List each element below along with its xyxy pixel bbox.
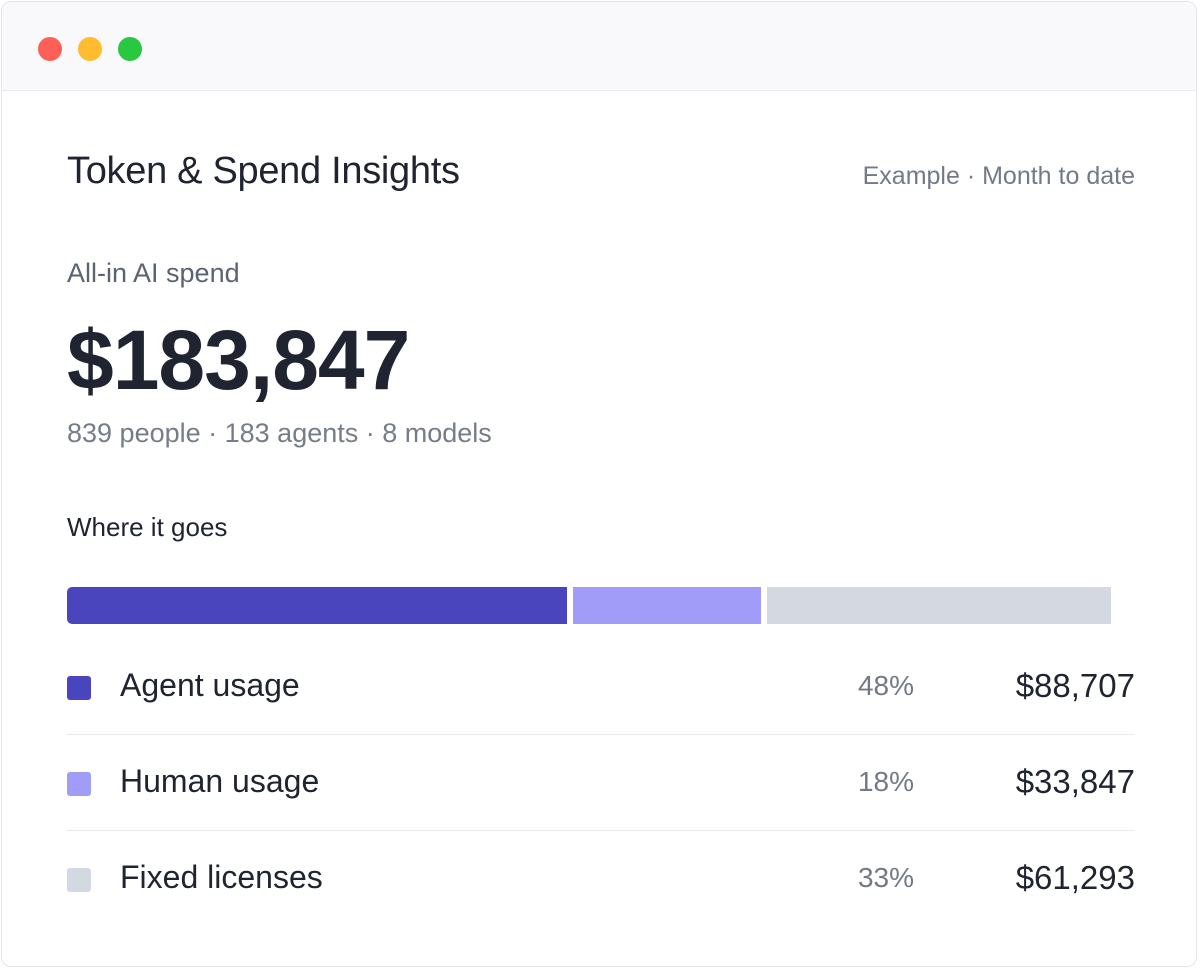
bar-segment-agent-usage xyxy=(67,587,567,624)
row-label: Agent usage xyxy=(120,667,300,703)
period-label: Example · Month to date xyxy=(862,162,1135,190)
row-amount: $88,707 xyxy=(1015,667,1135,704)
spend-label: All-in AI spend xyxy=(67,258,240,288)
row-percent: 33% xyxy=(857,862,914,893)
page-title: Token & Spend Insights xyxy=(67,150,460,192)
breakdown-title: Where it goes xyxy=(67,512,228,542)
breakdown-row-fixed-licenses: Fixed licenses 33% $61,293 xyxy=(67,831,1135,926)
bar-segment-human-usage xyxy=(573,587,761,624)
agent-usage-swatch xyxy=(67,676,91,700)
spend-subtitle: 839 people · 183 agents · 8 models xyxy=(67,418,492,448)
close-window-button[interactable] xyxy=(38,37,62,61)
breakdown-row-agent-usage: Agent usage 48% $88,707 xyxy=(67,639,1135,735)
row-label: Human usage xyxy=(120,763,320,799)
window-titlebar xyxy=(2,2,1196,91)
row-amount: $33,847 xyxy=(1015,763,1135,800)
spend-total: $183,847 xyxy=(67,313,410,407)
row-amount: $61,293 xyxy=(1015,859,1135,896)
zoom-window-button[interactable] xyxy=(118,37,142,61)
row-percent: 18% xyxy=(857,766,914,797)
human-usage-swatch xyxy=(67,772,91,796)
breakdown-row-human-usage: Human usage 18% $33,847 xyxy=(67,735,1135,831)
row-percent: 48% xyxy=(857,670,914,701)
spend-breakdown-bar xyxy=(67,587,1111,624)
minimize-window-button[interactable] xyxy=(78,37,102,61)
bar-segment-fixed-licenses xyxy=(767,587,1111,624)
breakdown-list: Agent usage 48% $88,707 Human usage 18% … xyxy=(67,639,1135,926)
row-label: Fixed licenses xyxy=(120,859,323,895)
fixed-licenses-swatch xyxy=(67,868,91,892)
